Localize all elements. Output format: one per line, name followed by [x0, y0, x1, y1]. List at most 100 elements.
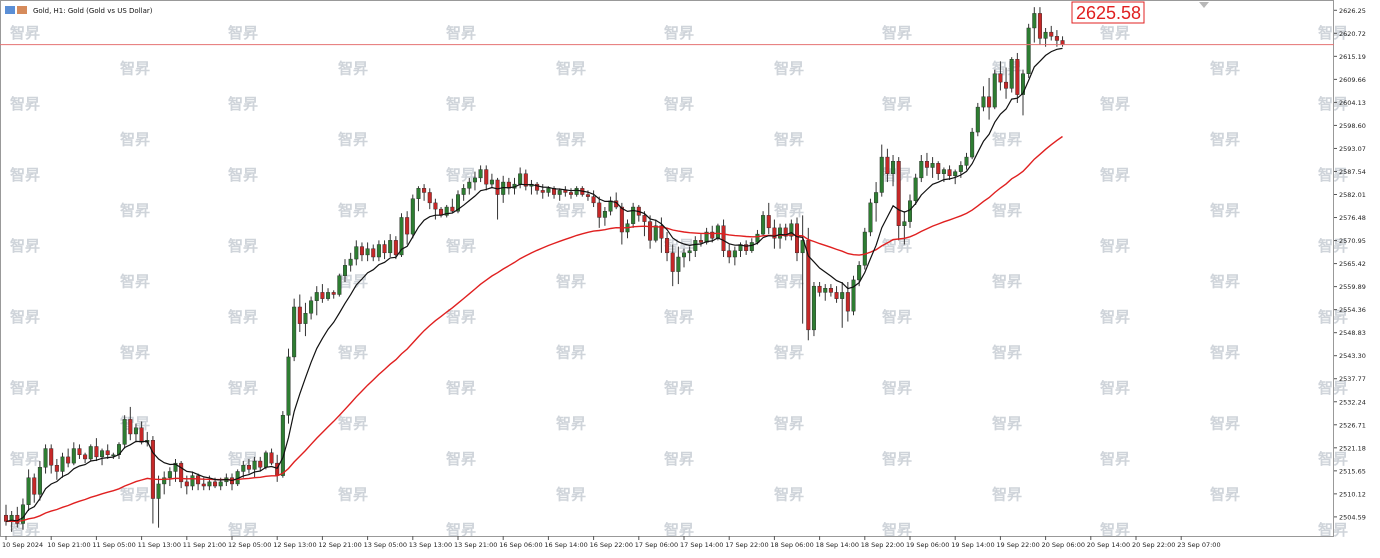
candle-body	[15, 514, 20, 524]
candle-body	[286, 356, 291, 416]
candle-body	[540, 190, 545, 193]
candle-body	[111, 454, 116, 457]
x-tick-label: 17 Sep 06:00	[635, 541, 678, 549]
candle-body	[314, 292, 319, 301]
candle-body	[930, 163, 935, 168]
candle-body	[354, 246, 359, 260]
watermark-text: 智昇	[1100, 450, 1130, 468]
watermark-text: 智昇	[1210, 131, 1240, 149]
candle-body	[461, 188, 466, 195]
candle-body	[484, 169, 489, 185]
candle-body	[902, 221, 907, 226]
watermark-text: 智昇	[992, 202, 1022, 220]
y-tick-label: 2565.42	[1339, 260, 1366, 268]
watermark-text: 智昇	[664, 308, 694, 326]
candle-body	[1049, 31, 1054, 37]
candle-body	[800, 240, 805, 254]
watermark-text: 智昇	[338, 202, 368, 220]
candle-body	[1009, 59, 1014, 89]
candle-body	[811, 285, 816, 331]
watermark-text: 智昇	[992, 344, 1022, 362]
candle-body	[139, 427, 144, 443]
watermark-text: 智昇	[10, 237, 40, 255]
candle-body	[376, 244, 381, 258]
candle-body	[66, 456, 71, 464]
candle-body	[857, 265, 862, 281]
y-tick-label: 2626.25	[1339, 7, 1366, 15]
candle-body	[975, 106, 980, 133]
watermark-text: 智昇	[992, 131, 1022, 149]
watermark-text: 智昇	[228, 95, 258, 113]
watermark-text: 智昇	[664, 450, 694, 468]
candle-body	[896, 161, 901, 226]
watermark-text: 智昇	[10, 24, 40, 42]
watermark-text: 智昇	[338, 273, 368, 291]
x-tick-label: 10 Sep 21:00	[47, 541, 90, 549]
candle-body	[382, 244, 387, 254]
candle-body	[263, 452, 268, 468]
candle-body	[563, 190, 568, 193]
candle-body	[467, 181, 472, 189]
watermark-text: 智昇	[446, 166, 476, 184]
candle-body	[213, 481, 218, 487]
candle-body	[941, 169, 946, 174]
watermark-text: 智昇	[556, 344, 586, 362]
candle-body	[648, 221, 653, 241]
x-tick-label: 12 Sep 05:00	[228, 541, 271, 549]
watermark-text: 智昇	[882, 308, 912, 326]
watermark-text: 智昇	[774, 486, 804, 504]
x-tick-label: 10 Sep 2024	[2, 541, 43, 549]
candle-body	[1032, 13, 1037, 29]
watermark-text: 智昇	[1100, 166, 1130, 184]
candle-body	[326, 292, 331, 299]
scroll-marker-icon[interactable]	[1199, 2, 1209, 8]
candle-body	[665, 238, 670, 254]
x-tick-label: 18 Sep 06:00	[770, 541, 813, 549]
candle-body	[732, 250, 737, 258]
watermark-text: 智昇	[120, 273, 150, 291]
candle-body	[388, 240, 393, 254]
candle-body	[3, 514, 8, 522]
candle-body	[94, 446, 99, 458]
candle-body	[958, 165, 963, 172]
candle-body	[840, 292, 845, 299]
watermark-text: 智昇	[664, 521, 694, 539]
candle-body	[987, 96, 992, 108]
candle-body	[998, 73, 1003, 83]
candle-body	[862, 231, 867, 266]
candle-body	[778, 227, 783, 239]
candle-body	[297, 306, 302, 324]
candle-body	[422, 188, 427, 193]
candle-body	[246, 465, 251, 470]
watermark-text: 智昇	[882, 24, 912, 42]
watermark-text: 智昇	[1210, 273, 1240, 291]
watermark-text: 智昇	[10, 166, 40, 184]
candle-body	[631, 206, 636, 224]
candle-body	[331, 292, 336, 295]
candle-body	[179, 462, 184, 483]
y-tick-label: 2537.77	[1339, 375, 1366, 383]
candle-body	[489, 179, 494, 185]
y-tick-label: 2620.72	[1339, 30, 1366, 38]
watermark-text: 智昇	[556, 273, 586, 291]
watermark-text: 智昇	[120, 131, 150, 149]
y-tick-label: 2587.54	[1339, 168, 1366, 176]
candle-body	[83, 454, 88, 460]
x-tick-label: 19 Sep 22:00	[996, 541, 1039, 549]
x-tick-label: 11 Sep 13:00	[138, 541, 181, 549]
y-tick-label: 2609.66	[1339, 76, 1366, 84]
watermark-text: 智昇	[882, 379, 912, 397]
candle-body	[207, 481, 212, 487]
candle-body	[823, 288, 828, 293]
watermark-text: 智昇	[338, 344, 368, 362]
watermark-text: 智昇	[1100, 237, 1130, 255]
candle-body	[433, 202, 438, 210]
candle-body	[201, 483, 206, 487]
candle-body	[1043, 31, 1048, 39]
candle-body	[642, 215, 647, 222]
watermark-text: 智昇	[338, 415, 368, 433]
y-axis: 2626.25 2620.72 2615.19 2609.66 2604.13 2598.…	[1334, 7, 1366, 521]
candle-body	[670, 252, 675, 272]
candle-body	[218, 481, 223, 487]
